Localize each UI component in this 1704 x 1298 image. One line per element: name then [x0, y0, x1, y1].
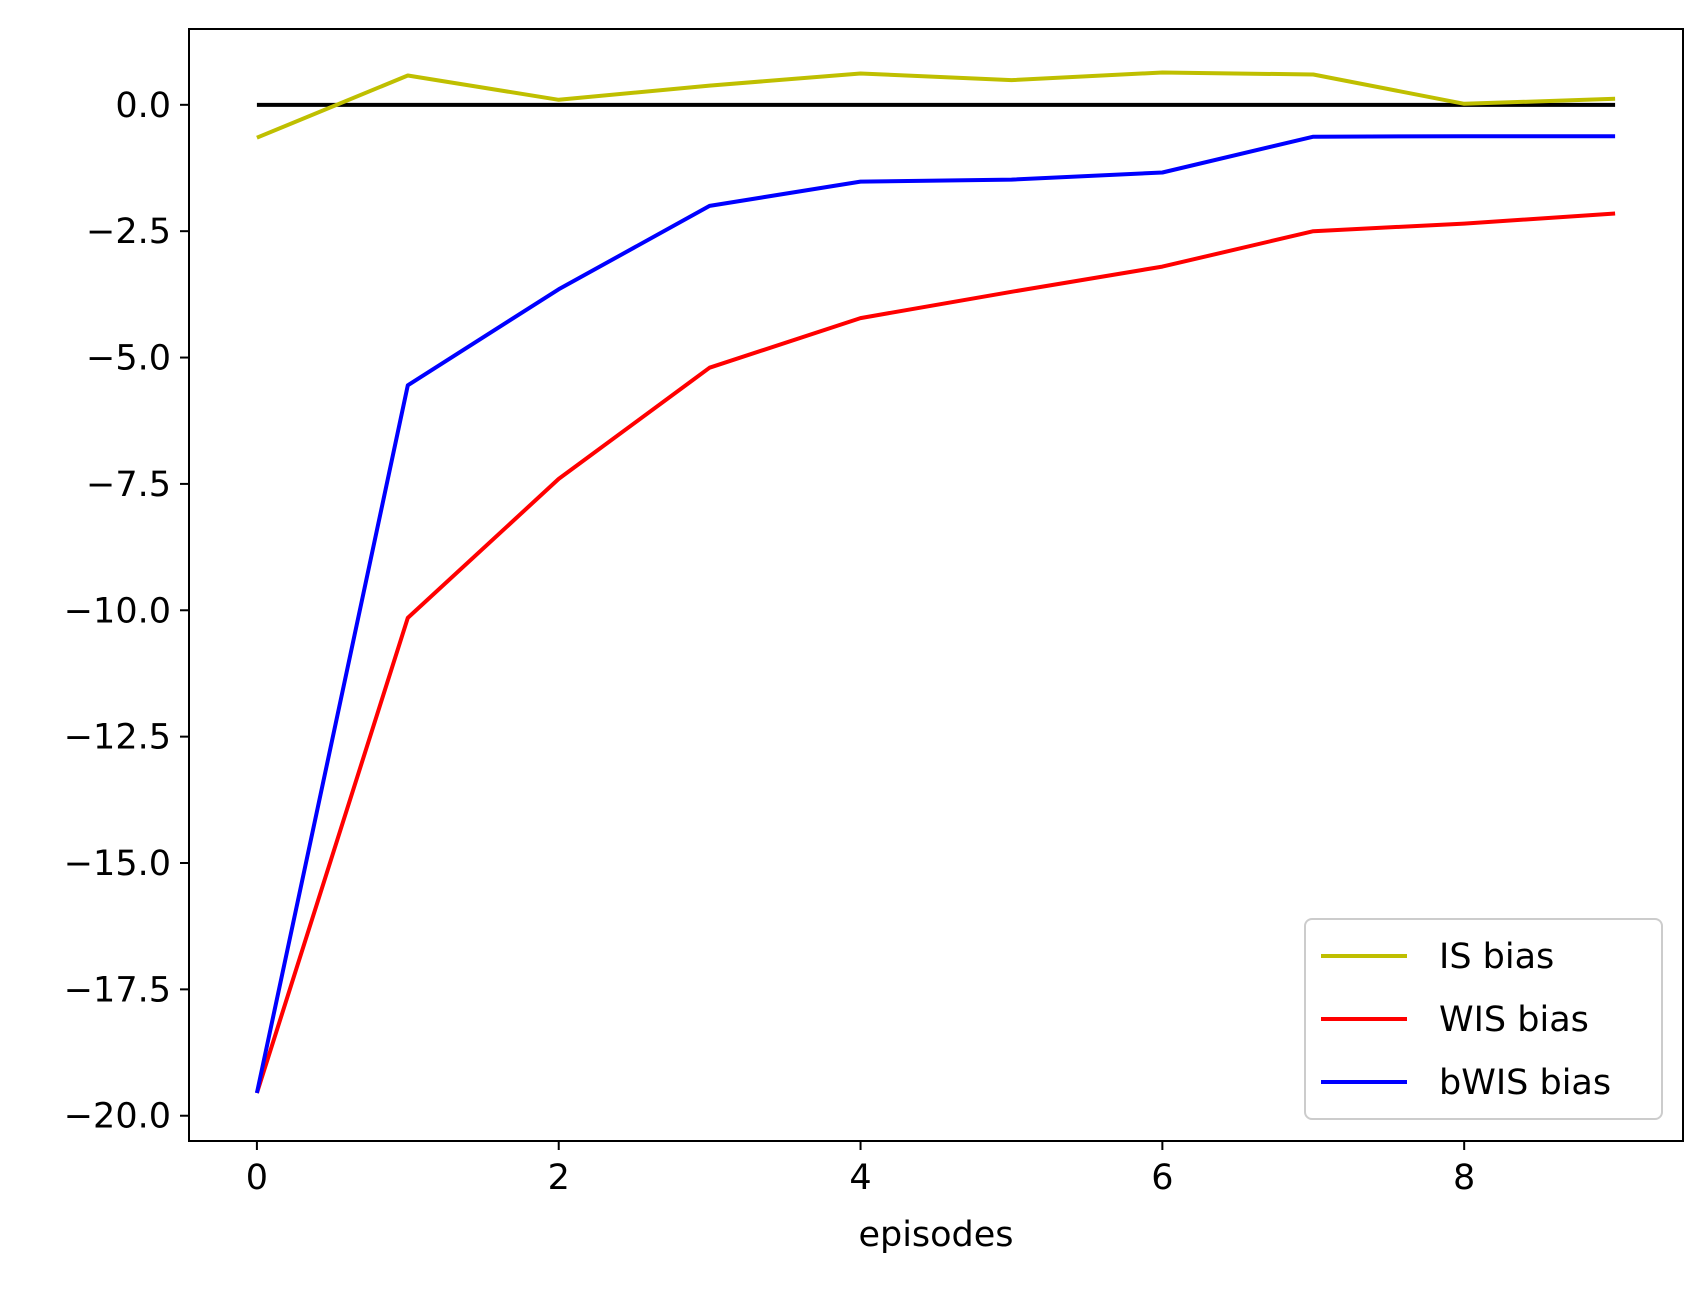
y-tick-label: −17.5	[64, 970, 171, 1010]
y-tick-label: −12.5	[64, 718, 171, 758]
y-axis: 0.0 −2.5 −5.0 −7.5 −10.0 −12.5 −15.0 −17.5 −20.0	[64, 86, 189, 1137]
x-tick-label: 2	[548, 1158, 570, 1198]
y-tick-label: −10.0	[64, 591, 171, 631]
x-tick-label: 0	[246, 1158, 268, 1198]
legend-label: bWIS bias	[1439, 1063, 1611, 1103]
y-tick-label: −5.0	[86, 339, 171, 379]
y-tick-label: −20.0	[64, 1097, 171, 1137]
x-tick-label: 6	[1151, 1158, 1173, 1198]
plot-frame	[188, 28, 1684, 1142]
legend-label: WIS bias	[1439, 1000, 1589, 1040]
series-line-wis-bias	[254, 211, 1616, 1094]
x-axis-label: episodes	[858, 1215, 1013, 1255]
legend-box	[1304, 918, 1663, 1120]
series-line-is-bias	[256, 70, 1616, 140]
legend: IS bias WIS bias bWIS bias	[1304, 918, 1663, 1120]
x-axis: 0 2 4 6 8	[246, 1141, 1475, 1198]
y-tick-label: −7.5	[86, 465, 171, 505]
y-tick-label: −15.0	[64, 844, 171, 884]
series-line-bwis-bias	[254, 134, 1616, 1094]
x-tick-label: 8	[1453, 1158, 1475, 1198]
x-tick-label: 4	[849, 1158, 871, 1198]
legend-label: IS bias	[1439, 937, 1554, 977]
series-layer	[254, 70, 1616, 1094]
y-tick-label: 0.0	[115, 86, 171, 126]
y-tick-label: −2.5	[86, 212, 171, 252]
